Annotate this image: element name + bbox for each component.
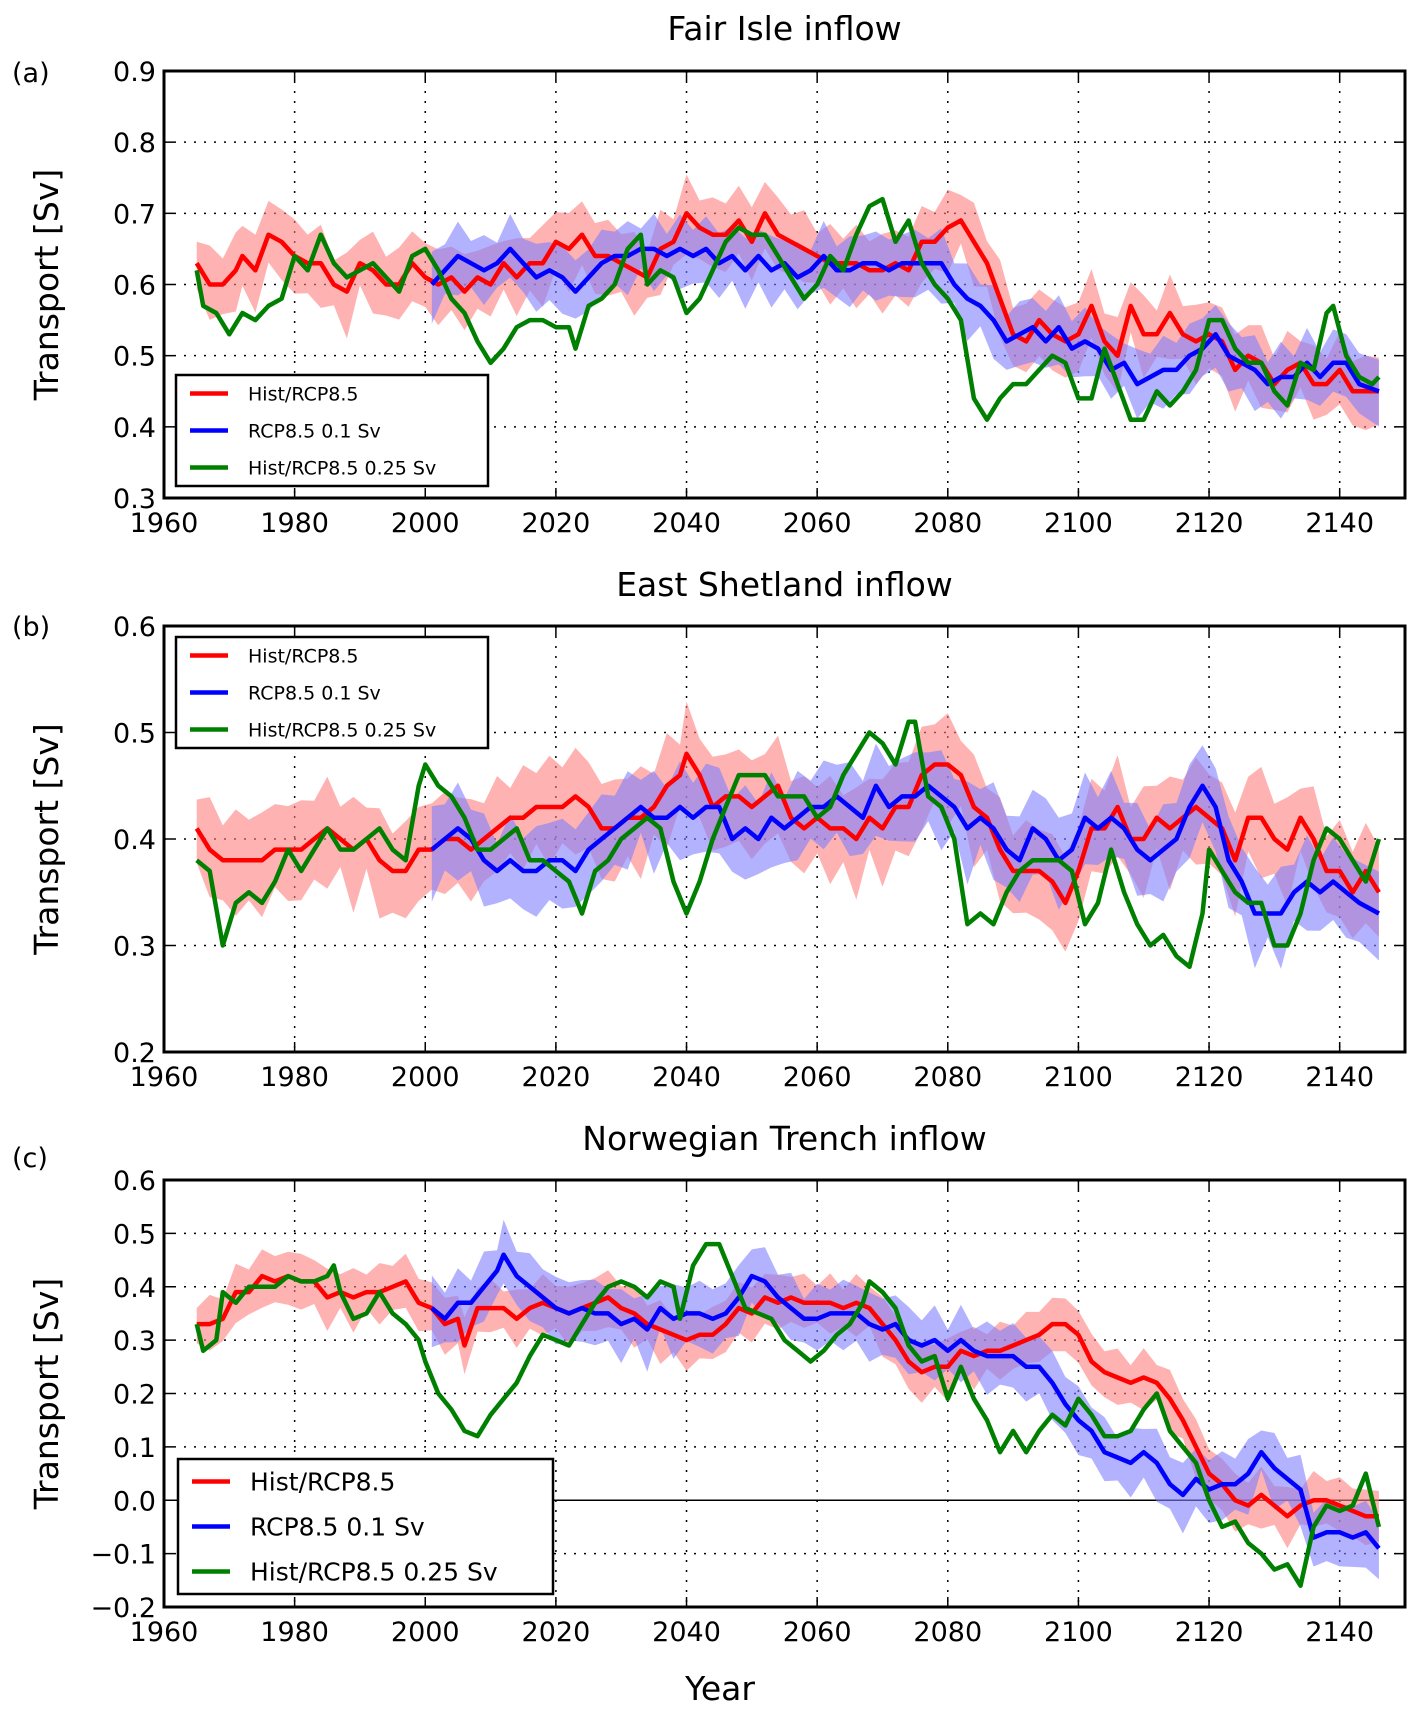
x-tick-label: 1980 — [260, 508, 329, 539]
y-tick-label: 0.6 — [113, 271, 156, 302]
x-tick-label: 1960 — [130, 1617, 199, 1648]
legend: Hist/RCP8.5 RCP8.5 0.1 Sv Hist/RCP8.5 0.25… — [174, 373, 490, 488]
x-tick-label: 2080 — [913, 1062, 982, 1093]
y-tick-label: 0.2 — [113, 1380, 156, 1411]
x-tick-label: 2040 — [652, 1062, 721, 1093]
x-tick-label: 2100 — [1044, 508, 1113, 539]
y-axis-label: Transport [Sv] — [27, 723, 66, 956]
y-tick-label: 0.5 — [113, 1219, 156, 1250]
x-tick-label: 2080 — [913, 508, 982, 539]
y-axis-label: Transport [Sv] — [27, 169, 66, 402]
legend: Hist/RCP8.5 RCP8.5 0.1 Sv Hist/RCP8.5 0.25… — [174, 635, 490, 750]
panel-label: (c) — [12, 1143, 48, 1174]
y-tick-label: 0.2 — [113, 1038, 156, 1069]
band-rcp8-5-0-1-sv — [431, 213, 1379, 427]
series-line-hist-rcp8-5 — [194, 211, 1379, 394]
x-tick-label: 2080 — [913, 1617, 982, 1648]
y-tick-label: 0.9 — [113, 57, 156, 88]
series-line-hist-rcp8-5-0-25-sv — [195, 719, 1382, 970]
y-tick-label: 0.3 — [113, 1326, 156, 1357]
x-tick-label: 2000 — [391, 1062, 460, 1093]
x-tick-label: 2040 — [652, 508, 721, 539]
legend-label: RCP8.5 0.1 Sv — [248, 420, 381, 442]
legend-label: Hist/RCP8.5 0.25 Sv — [248, 457, 436, 479]
x-tick-label: 2120 — [1175, 1617, 1244, 1648]
series-line-hist-rcp8-5-0-25-sv — [194, 196, 1381, 422]
series-line-hist-rcp8-5-0-25-sv — [194, 1241, 1382, 1588]
x-tick-label: 2020 — [522, 1617, 591, 1648]
x-tick-label: 1960 — [130, 508, 199, 539]
y-tick-label: 0.4 — [113, 825, 156, 856]
y-tick-label: −0.2 — [90, 1593, 156, 1624]
y-tick-label: −0.1 — [90, 1540, 156, 1571]
band-rcp8-5-0-1-sv — [431, 1219, 1379, 1580]
x-tick-label: 2100 — [1044, 1062, 1113, 1093]
axes-frame — [162, 69, 1407, 500]
x-tick-label: 2000 — [391, 508, 460, 539]
axes-frame — [162, 1178, 1407, 1609]
y-tick-label: 0.6 — [113, 612, 156, 643]
y-tick-label: 0.3 — [113, 484, 156, 515]
panel-c: Norwegian Trench inflow (c) Transport [Sv]… — [12, 1119, 1407, 1648]
legend-label: RCP8.5 0.1 Sv — [248, 682, 381, 704]
panel-title: Fair Isle inflow — [667, 9, 901, 48]
x-tick-label: 2140 — [1305, 1062, 1374, 1093]
y-tick-label: 0.4 — [113, 413, 156, 444]
x-tick-label: 1980 — [260, 1062, 329, 1093]
panel-b: East Shetland inflow (b) Transport [Sv] 196… — [12, 565, 1407, 1093]
x-tick-label: 2000 — [391, 1617, 460, 1648]
legend-label: Hist/RCP8.5 — [248, 383, 359, 405]
panel-a: Fair Isle inflow (a) Transport [Sv] 1960 198… — [12, 9, 1407, 539]
y-tick-label: 0.0 — [113, 1486, 156, 1517]
series-line-hist-rcp8-5 — [194, 751, 1381, 906]
panel-title: Norwegian Trench inflow — [582, 1119, 986, 1158]
y-tick-label: 0.1 — [113, 1433, 156, 1464]
y-tick-label: 0.5 — [113, 719, 156, 750]
series-line-rcp8-5-0-1-sv — [430, 783, 1380, 916]
legend-label: Hist/RCP8.5 — [250, 1468, 395, 1497]
legend-label: RCP8.5 0.1 Sv — [250, 1513, 425, 1542]
y-tick-label: 0.7 — [113, 199, 156, 230]
x-tick-label: 2100 — [1044, 1617, 1113, 1648]
x-tick-label: 2140 — [1305, 508, 1374, 539]
x-axis-label: Year — [684, 1669, 755, 1708]
y-tick-label: 0.8 — [113, 128, 156, 159]
legend-box — [176, 1457, 555, 1596]
x-tick-label: 2060 — [783, 508, 852, 539]
y-tick-label: 0.4 — [113, 1273, 156, 1304]
y-tick-label: 0.6 — [113, 1166, 156, 1197]
panel-title: East Shetland inflow — [616, 565, 953, 604]
panel-label: (b) — [12, 612, 50, 643]
x-tick-label: 2060 — [783, 1062, 852, 1093]
legend: Hist/RCP8.5 RCP8.5 0.1 Sv Hist/RCP8.5 0.25… — [176, 1457, 555, 1596]
band-hist-rcp8-5 — [196, 1249, 1379, 1549]
plot-area — [194, 174, 1381, 431]
legend-label: Hist/RCP8.5 — [248, 645, 359, 667]
x-tick-label: 2140 — [1305, 1617, 1374, 1648]
x-tick-label: 2120 — [1175, 1062, 1244, 1093]
x-tick-label: 1960 — [130, 1062, 199, 1093]
legend-label: Hist/RCP8.5 0.25 Sv — [248, 719, 436, 741]
axes-frame — [162, 624, 1407, 1054]
x-tick-label: 1980 — [260, 1617, 329, 1648]
x-tick-label: 2120 — [1175, 508, 1244, 539]
panel-label: (a) — [12, 58, 50, 89]
y-tick-label: 0.5 — [113, 342, 156, 373]
band-rcp8-5-0-1-sv — [431, 743, 1379, 969]
x-tick-label: 2040 — [652, 1617, 721, 1648]
x-tick-label: 2060 — [783, 1617, 852, 1648]
x-tick-label: 2020 — [522, 1062, 591, 1093]
plot-area — [194, 1219, 1382, 1588]
series-line-rcp8-5-0-1-sv — [430, 246, 1380, 394]
x-tick-label: 2020 — [522, 508, 591, 539]
y-axis-label: Transport [Sv] — [27, 1278, 66, 1511]
plot-area — [194, 701, 1382, 970]
y-tick-label: 0.3 — [113, 932, 156, 963]
legend-label: Hist/RCP8.5 0.25 Sv — [250, 1558, 498, 1587]
